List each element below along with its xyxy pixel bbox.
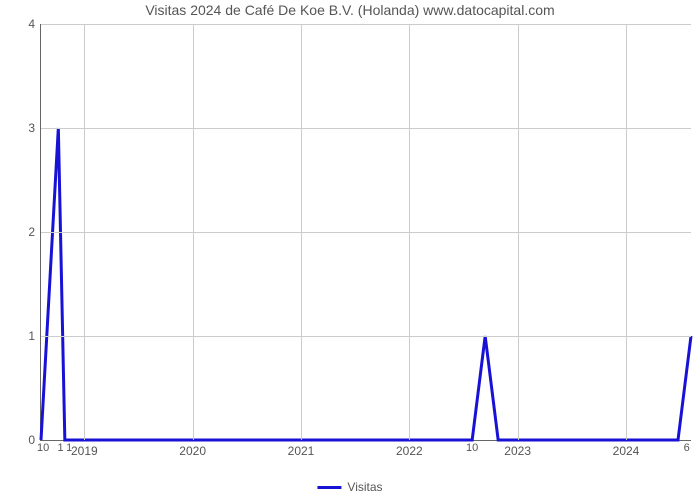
gridline-horizontal [41,24,691,25]
data-point-label: 6 [684,442,690,454]
x-tick-label: 2020 [179,440,206,458]
data-point-label: 1 [57,442,63,454]
y-tick-label: 4 [28,17,41,31]
x-tick-label: 2022 [396,440,423,458]
y-tick-label: 2 [28,225,41,239]
x-tick-label: 2024 [613,440,640,458]
gridline-horizontal [41,128,691,129]
data-point-label: 1 [66,442,72,454]
y-tick-label: 1 [28,329,41,343]
data-point-label: 10 [466,442,478,454]
plot-area: 201920202021202220232024012341011106 [40,24,691,441]
x-tick-label: 2019 [71,440,98,458]
legend-swatch [317,486,341,489]
gridline-horizontal [41,232,691,233]
x-tick-label: 2021 [288,440,315,458]
legend-label: Visitas [347,480,382,494]
chart-container: Visitas 2024 de Café De Koe B.V. (Holand… [0,0,700,500]
x-tick-label: 2023 [504,440,531,458]
legend: Visitas [317,480,382,494]
chart-title: Visitas 2024 de Café De Koe B.V. (Holand… [0,2,700,18]
gridline-horizontal [41,336,691,337]
y-tick-label: 3 [28,121,41,135]
data-point-label: 10 [37,442,49,454]
